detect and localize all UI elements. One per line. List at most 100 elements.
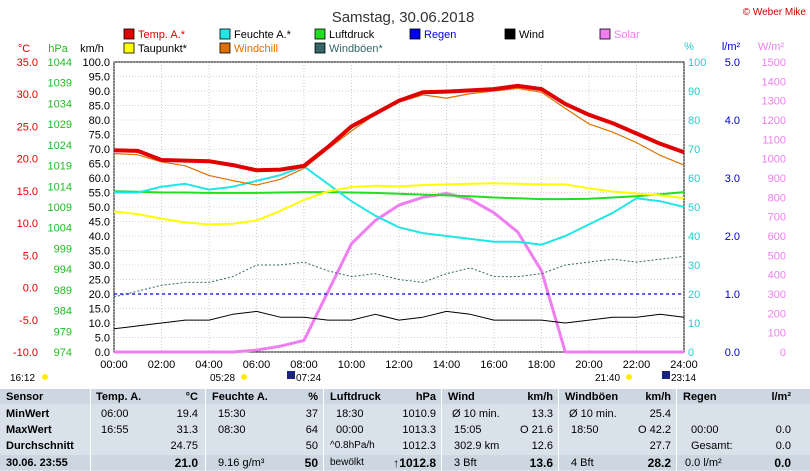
pressure-unit: hPa xyxy=(415,391,436,403)
moonset-time: 16:12 xyxy=(10,373,35,384)
solar-unit-label: W/m² xyxy=(758,41,785,53)
temp-tick: -10.0 xyxy=(13,347,38,359)
gust-day-avg: 27.7 xyxy=(649,440,671,452)
pressure-tick: 1014 xyxy=(48,181,72,193)
temp-unit: °C xyxy=(185,391,198,403)
date-title: Samstag, 30.06.2018 xyxy=(332,9,475,26)
wind-tick: 60.0 xyxy=(89,173,110,185)
rain-tick: 4.0 xyxy=(725,115,740,127)
legend-label: Wind xyxy=(519,29,544,41)
solar-tick: 1100 xyxy=(762,134,786,146)
pressure-tick: 1044 xyxy=(48,57,72,69)
temp-tick: -5.0 xyxy=(19,315,38,327)
moonrise-time: 07:24 xyxy=(296,373,321,384)
solar-tick: 1500 xyxy=(762,57,786,69)
pressure-min-time: 18:30 xyxy=(336,408,364,420)
legend-label: Regen xyxy=(424,29,456,41)
weather-chart: Samstag, 30.06.2018 © Weber Mike °C hPa … xyxy=(10,7,806,384)
solar-tick: 100 xyxy=(768,328,786,340)
pressure-trend: ^0.8hPa/h xyxy=(330,440,375,451)
axis-labels: 35.0 30.0 25.0 20.0 15.0 10.0 5.0 0.0 -5.0 -10.0 1… xyxy=(13,57,786,371)
legend-swatch xyxy=(123,28,135,40)
time-tick: 24:00 xyxy=(670,359,698,371)
solar-tick: 500 xyxy=(768,250,786,262)
temp-tick: 0.0 xyxy=(23,283,38,295)
rain-max-value: 0.0 xyxy=(775,424,791,436)
rain-tick: 5.0 xyxy=(725,57,740,69)
row-label-current: 30.06. 23:55 xyxy=(6,457,68,469)
series-line-wind xyxy=(113,310,685,330)
wind-tick: 80.0 xyxy=(89,115,110,127)
series-line-solar xyxy=(114,192,684,354)
humidity-tick: 90 xyxy=(688,86,700,98)
series-line-luftdruck xyxy=(113,190,685,201)
wind-tick: 35.0 xyxy=(89,246,110,258)
rain-tick: 3.0 xyxy=(725,173,740,185)
pressure-tick: 984 xyxy=(54,306,72,318)
row-label-avg: Durchschnitt xyxy=(6,440,74,452)
wind-tick: 20.0 xyxy=(89,289,110,301)
pressure-tick: 1034 xyxy=(48,98,72,110)
humidity-unit: % xyxy=(308,391,318,403)
humidity-tick: 0 xyxy=(688,347,694,359)
wind-tick: 30.0 xyxy=(89,260,110,272)
temp-tick: 15.0 xyxy=(17,186,38,198)
pressure-tick: 1039 xyxy=(48,78,72,90)
pressure-tick: 1024 xyxy=(48,140,72,152)
plot-area xyxy=(113,61,685,354)
forecast-text: bewölkt xyxy=(330,457,364,468)
time-tick: 10:00 xyxy=(338,359,366,371)
time-tick: 18:00 xyxy=(528,359,556,371)
series-line-windb-en xyxy=(113,255,685,298)
rain-unit-label: l/m² xyxy=(722,41,741,53)
humidity-unit-label: % xyxy=(684,41,694,53)
wind-tick: 90.0 xyxy=(89,86,110,98)
pressure-tick: 1004 xyxy=(48,223,72,235)
sensor-header: Sensor xyxy=(6,391,44,403)
humidity-tick: 40 xyxy=(688,231,700,243)
solar-tick: 200 xyxy=(768,308,786,320)
rain-max-time: 00:00 xyxy=(691,424,719,436)
legend-swatch xyxy=(409,28,421,40)
row-label-max: MaxWert xyxy=(6,424,52,436)
pressure-tick: 1009 xyxy=(48,202,72,214)
gust-current-value: 28.2 xyxy=(647,456,671,470)
wind-tick: 70.0 xyxy=(89,144,110,156)
gust-column: Windböen km/h Ø 10 min. 25.4 18:50 O 42.… xyxy=(558,389,677,471)
moon-phase-icon-2 xyxy=(662,371,670,379)
humidity-tick: 30 xyxy=(688,260,700,272)
pressure-tick: 1019 xyxy=(48,161,72,173)
wind-tick: 0.0 xyxy=(95,347,110,359)
wind-header: Wind xyxy=(448,391,475,403)
wind-column: Wind km/h Ø 10 min. 13.3 15:05 O 21.6 30… xyxy=(441,389,559,471)
rain-total-label: Gesamt: xyxy=(691,440,733,452)
legend-label: Windböen* xyxy=(329,43,384,55)
temp-current-value: 21.0 xyxy=(174,456,198,470)
humidity-max-value: 64 xyxy=(305,424,318,436)
gust-avg-label: Ø 10 min. xyxy=(569,408,617,420)
humidity-tick: 20 xyxy=(688,289,700,301)
time-tick: 08:00 xyxy=(290,359,318,371)
rain-tick: 2.0 xyxy=(725,231,740,243)
solar-tick: 900 xyxy=(768,173,786,185)
humidity-min-value: 37 xyxy=(305,408,318,420)
wind-tick: 15.0 xyxy=(89,304,110,316)
pressure-tick: 999 xyxy=(54,243,72,255)
wind-tick: 40.0 xyxy=(89,231,110,243)
temp-min-value: 19.4 xyxy=(176,408,198,420)
time-tick: 20:00 xyxy=(575,359,603,371)
pressure-current-value: ↑1012.8 xyxy=(393,456,436,470)
legend-label: Feuchte A.* xyxy=(234,29,292,41)
legend-swatch xyxy=(219,42,231,54)
wind-tick: 45.0 xyxy=(89,217,110,229)
pressure-tick: 979 xyxy=(54,326,72,338)
humidity-tick: 10 xyxy=(688,318,700,330)
series-line-taupunkt xyxy=(113,182,685,226)
solar-tick: 600 xyxy=(768,231,786,243)
pressure-unit-label: hPa xyxy=(48,43,68,55)
pressure-tick: 989 xyxy=(54,285,72,297)
time-tick: 12:00 xyxy=(385,359,413,371)
wind-tick: 85.0 xyxy=(89,101,110,113)
row-label-min: MinWert xyxy=(6,408,50,420)
temp-column: Temp. A. °C 06:00 19.4 16:55 31.3 24.75 … xyxy=(90,389,206,471)
